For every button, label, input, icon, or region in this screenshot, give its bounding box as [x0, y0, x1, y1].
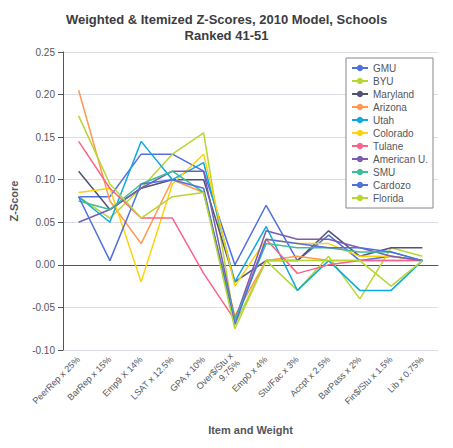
svg-text:0.00: 0.00: [36, 259, 56, 270]
svg-text:-0.05: -0.05: [32, 302, 55, 313]
svg-text:Emp9 X 14%: Emp9 X 14%: [100, 354, 145, 399]
svg-text:LSAT x 12.5%: LSAT x 12.5%: [129, 354, 176, 401]
svg-text:GMU: GMU: [373, 63, 396, 74]
svg-text:BarRep x 15%: BarRep x 15%: [65, 354, 114, 403]
svg-text:Lib x 0.75%: Lib x 0.75%: [386, 354, 426, 394]
svg-text:Colorado: Colorado: [373, 128, 414, 139]
svg-text:PeerRep x 25%: PeerRep x 25%: [30, 354, 83, 406]
svg-text:BarPass x 2%: BarPass x 2%: [316, 354, 364, 402]
svg-text:Cardozo: Cardozo: [373, 180, 411, 191]
svg-text:GPA x 10%: GPA x 10%: [168, 354, 208, 394]
svg-text:Weighted & Itemized Z-Scores,: Weighted & Itemized Z-Scores, 2010 Model…: [66, 12, 387, 27]
svg-text:American U.: American U.: [373, 154, 428, 165]
svg-text:Emp0 x 4%: Emp0 x 4%: [230, 354, 270, 394]
svg-text:-0.10: -0.10: [32, 345, 55, 356]
svg-text:Arizona: Arizona: [373, 102, 407, 113]
svg-text:Stu/Fac x 3%: Stu/Fac x 3%: [256, 354, 301, 400]
svg-text:Florida: Florida: [373, 193, 404, 204]
svg-text:0.05: 0.05: [36, 217, 56, 228]
svg-text:0.15: 0.15: [36, 132, 56, 143]
svg-text:0.20: 0.20: [36, 89, 56, 100]
svg-text:BYU: BYU: [373, 76, 394, 87]
svg-text:Tulane: Tulane: [373, 141, 404, 152]
svg-text:SMU: SMU: [373, 167, 395, 178]
svg-text:Ranked 41-51: Ranked 41-51: [185, 28, 269, 43]
svg-text:Z-Score: Z-Score: [8, 181, 20, 222]
svg-text:0.10: 0.10: [36, 174, 56, 185]
svg-text:Fin$/Stu x 1.5%: Fin$/Stu x 1.5%: [343, 354, 395, 406]
svg-text:Over$/Stu x: Over$/Stu x: [194, 350, 235, 392]
svg-text:Maryland: Maryland: [373, 89, 414, 100]
svg-text:Accpt x 2.5%: Accpt x 2.5%: [288, 354, 333, 399]
svg-text:0.25: 0.25: [36, 47, 56, 58]
svg-text:Item and Weight: Item and Weight: [208, 424, 293, 436]
svg-text:Utah: Utah: [373, 115, 394, 126]
svg-text:9.75%: 9.75%: [216, 358, 242, 384]
